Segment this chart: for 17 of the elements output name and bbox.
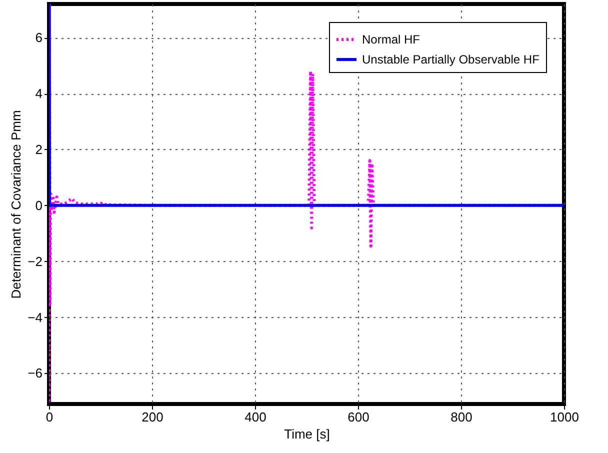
x-tick-label: 600 (348, 410, 370, 424)
x-tick-label: 400 (244, 410, 266, 424)
y-tick-label: 2 (35, 142, 42, 157)
y-tick-label: 6 (35, 30, 42, 46)
x-tick-label: 1000 (550, 410, 579, 424)
y-tick-label: 0 (35, 198, 42, 213)
y-tick-label: −6 (28, 366, 42, 381)
legend-label: Normal HF (362, 32, 420, 46)
x-tick-label: 200 (142, 410, 164, 424)
y-tick-label: −2 (28, 254, 42, 269)
x-tick-label: 0 (46, 410, 54, 424)
y-tick-label: −4 (28, 310, 42, 325)
x-axis-title: Time [s] (284, 426, 330, 442)
legend-label: Unstable Partially Observable HF (362, 52, 540, 66)
x-tick-label: 800 (450, 410, 472, 424)
y-axis-title: Determinant of Covariance Pmm (8, 110, 24, 299)
y-tick-label: 4 (35, 86, 42, 102)
